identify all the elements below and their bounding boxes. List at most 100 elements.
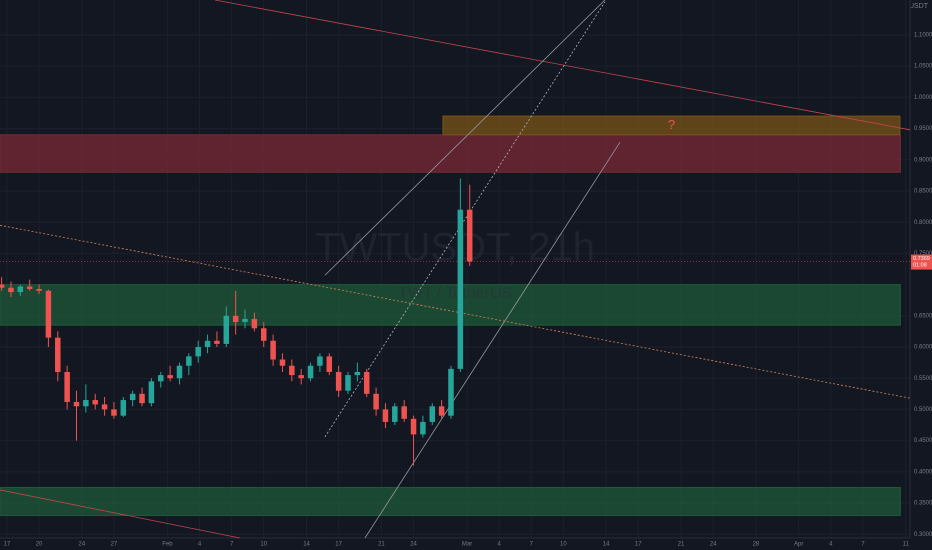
zone bbox=[0, 284, 901, 326]
candle-body bbox=[420, 421, 426, 435]
x-tick-label: 17 bbox=[4, 542, 11, 548]
candle-body bbox=[457, 209, 464, 369]
candle-body bbox=[345, 375, 351, 391]
x-tick-label: 10 bbox=[260, 542, 267, 548]
candle-body bbox=[73, 401, 80, 407]
trend-line bbox=[214, 0, 911, 131]
candle-body bbox=[270, 340, 276, 360]
price-tag-label: 0.7369 bbox=[913, 256, 930, 262]
candle-body bbox=[26, 286, 33, 289]
candle-body bbox=[111, 409, 117, 416]
x-tick-label: 21 bbox=[678, 542, 685, 548]
candle-body bbox=[139, 393, 145, 404]
candle-body bbox=[363, 371, 370, 394]
y-tick-label: 1.0000 bbox=[914, 95, 932, 101]
y-tick-label: 0.4000 bbox=[914, 469, 932, 475]
x-tick-label: 20 bbox=[36, 542, 43, 548]
candle-body bbox=[251, 318, 258, 329]
y-tick-label: 1.1000 bbox=[914, 33, 932, 39]
candle-body bbox=[438, 406, 445, 416]
candle-body bbox=[0, 284, 5, 288]
y-tick-label: 0.7500 bbox=[914, 251, 932, 257]
x-tick-label: 14 bbox=[603, 542, 610, 548]
candle-body bbox=[129, 393, 136, 401]
x-tick-label: 10 bbox=[560, 542, 567, 548]
x-tick-label: 7 bbox=[861, 542, 865, 548]
trend-line bbox=[324, 0, 606, 276]
watermark-title: TWTUSDT, 21h bbox=[315, 226, 595, 270]
zone bbox=[0, 134, 901, 173]
x-tick-label: Apr bbox=[794, 542, 803, 548]
x-tick-label: Mar bbox=[462, 542, 472, 548]
x-tick-label: 4 bbox=[829, 542, 833, 548]
candle-body bbox=[289, 365, 295, 376]
candle-body bbox=[83, 400, 89, 407]
candle-body bbox=[279, 359, 286, 366]
x-tick-label: 21 bbox=[378, 542, 385, 548]
y-tick-label: 0.9000 bbox=[914, 157, 932, 163]
candle-body bbox=[307, 365, 314, 379]
candle-body bbox=[55, 337, 61, 372]
candle-body bbox=[448, 368, 454, 416]
candle-body bbox=[232, 315, 239, 323]
candle-body bbox=[176, 365, 183, 379]
candle-body bbox=[373, 393, 379, 410]
x-tick-label: 24 bbox=[410, 542, 417, 548]
trend-line bbox=[364, 142, 621, 539]
y-tick-label: 0.9500 bbox=[914, 126, 932, 132]
candle-body bbox=[64, 371, 70, 402]
y-tick-label: 0.5500 bbox=[914, 376, 932, 382]
zone bbox=[0, 486, 901, 517]
candle-body bbox=[101, 404, 108, 410]
y-tick-label: 0.8000 bbox=[914, 220, 932, 226]
x-tick-label: 14 bbox=[303, 542, 310, 548]
x-tick-label: 17 bbox=[635, 542, 642, 548]
y-tick-label: 0.6000 bbox=[914, 345, 932, 351]
candle-body bbox=[223, 315, 230, 344]
x-tick-label: 24 bbox=[79, 542, 86, 548]
candle-body bbox=[429, 406, 436, 422]
price-tag bbox=[911, 254, 932, 270]
x-tick-label: 24 bbox=[710, 542, 717, 548]
candle-body bbox=[382, 409, 389, 422]
y-tick-label: 0.5000 bbox=[914, 407, 932, 413]
candle-body bbox=[45, 290, 52, 338]
candle-body bbox=[158, 375, 164, 382]
y-tick-label: 0.8500 bbox=[914, 189, 932, 195]
candle-body bbox=[401, 406, 407, 419]
x-tick-label: Feb bbox=[162, 542, 173, 548]
x-tick-label: 7 bbox=[530, 542, 534, 548]
candle-body bbox=[392, 406, 398, 422]
y-tick-label: 0.6500 bbox=[914, 313, 932, 319]
candle-body bbox=[167, 375, 173, 379]
y-tick-label: 1.0500 bbox=[914, 64, 932, 70]
y-tick-label: 0.3000 bbox=[914, 532, 932, 538]
candle-body bbox=[214, 340, 220, 344]
x-tick-label: 4 bbox=[497, 542, 501, 548]
zone bbox=[442, 115, 901, 136]
candle-body bbox=[186, 356, 192, 366]
candle-body bbox=[120, 400, 127, 416]
candle-body bbox=[242, 318, 248, 323]
x-tick-label: 11 bbox=[903, 542, 910, 548]
candle-body bbox=[195, 347, 201, 357]
x-tick-label: 7 bbox=[230, 542, 234, 548]
zone-label: ? bbox=[668, 117, 675, 132]
candle-body bbox=[354, 371, 361, 376]
candle-body bbox=[148, 381, 155, 404]
candle-body bbox=[36, 288, 42, 291]
watermark-subtitle: TWT / TetherUS bbox=[398, 285, 512, 302]
candle-body bbox=[326, 356, 333, 372]
candle-body bbox=[92, 400, 98, 405]
trend-line bbox=[0, 489, 241, 539]
x-tick-label: 17 bbox=[335, 542, 342, 548]
candle-body bbox=[298, 375, 304, 379]
candle-body bbox=[335, 371, 342, 391]
y-tick-label: 0.4500 bbox=[914, 438, 932, 444]
y-tick-label: 0.3500 bbox=[914, 501, 932, 507]
countdown-label: 01:08 bbox=[913, 263, 927, 269]
candle-body bbox=[260, 328, 267, 341]
candle-body bbox=[204, 340, 211, 348]
